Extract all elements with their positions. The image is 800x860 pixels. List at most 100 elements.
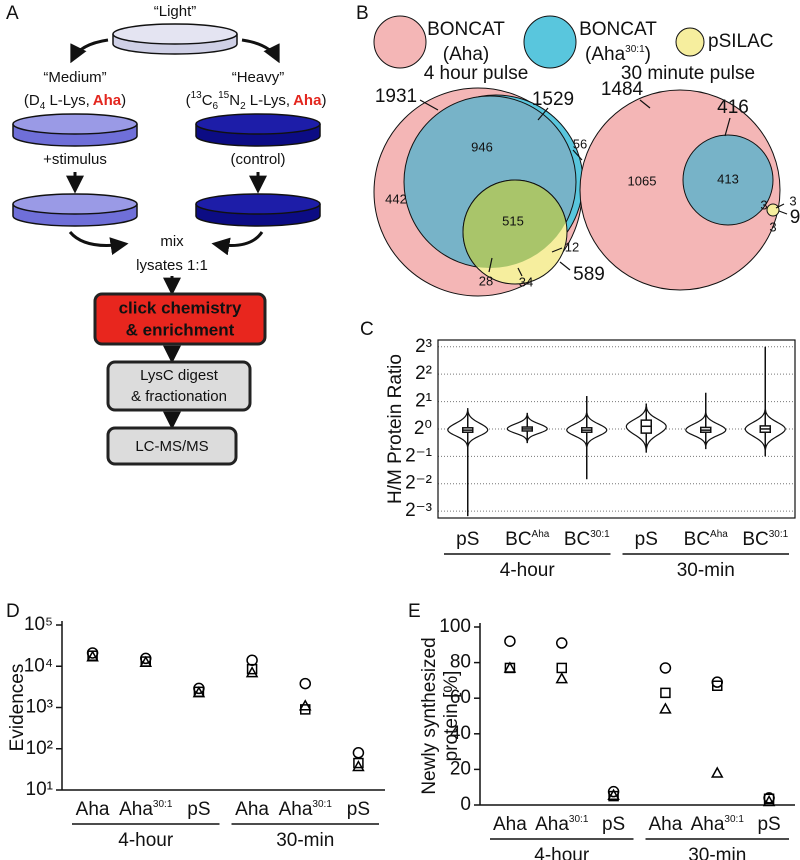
leader-line: [724, 117, 731, 137]
dish-top: [112, 23, 238, 45]
venn-count: 1065: [628, 173, 657, 188]
y-tick-label: 2¹: [415, 391, 432, 412]
category-name: pS: [347, 799, 370, 820]
panel-b: B BONCAT (Aha) BONCAT (Aha30:1) pSILAC 4…: [356, 3, 788, 297]
arrow: [70, 38, 109, 64]
step-box: [106, 360, 252, 412]
venn-count: 416: [717, 97, 749, 118]
plot-frame: [437, 339, 796, 519]
panel-label: C: [360, 319, 374, 340]
category-name: pS: [187, 799, 210, 820]
legend-swatch: [523, 15, 577, 69]
medium-sublabel: (D4 L-Lys, Aha): [24, 92, 126, 112]
category-name: pS: [456, 529, 479, 550]
category-name: pS: [602, 814, 625, 835]
legend-swatch: [373, 15, 427, 69]
marker-triangle: [659, 702, 672, 714]
marker-triangle: [86, 650, 99, 662]
marker-square: [712, 680, 723, 691]
heavy-dish-2: [195, 193, 321, 227]
x-tick-label: Aha: [76, 799, 110, 820]
venn-psilac: [766, 203, 780, 217]
step-box: [93, 292, 267, 346]
text-part: (D: [24, 92, 40, 109]
text-part: C: [202, 92, 213, 109]
category-name: BC: [742, 529, 768, 550]
venn-count: 3: [769, 219, 776, 234]
y-tick-label: 10³: [26, 697, 53, 718]
text-part: L-Lys,: [246, 92, 290, 109]
category-superscript: 30:1: [769, 529, 789, 540]
venn-count: 34: [519, 274, 533, 289]
y-tick-label: 10⁴: [24, 655, 53, 676]
category-superscript: Aha: [710, 529, 728, 540]
category-name: Aha: [649, 814, 683, 835]
arrow: [211, 231, 264, 256]
x-tick-label: pS: [347, 799, 370, 820]
subscript: 6: [213, 101, 219, 112]
category-superscript: 30:1: [312, 799, 332, 810]
venn-count: 3: [789, 193, 796, 208]
dish-top: [195, 193, 321, 215]
marker-circle: [352, 746, 365, 759]
group-label: 30-min: [276, 830, 334, 851]
category-superscript: 30:1: [724, 814, 744, 825]
group-label: 30-min: [688, 845, 746, 860]
y-tick-label: 20: [450, 758, 471, 779]
heavy-step: (control): [230, 151, 285, 168]
leader-line: [778, 210, 788, 215]
text-part: ): [321, 92, 326, 109]
leader-line: [488, 257, 493, 273]
leader-line: [572, 149, 583, 161]
marker-triangle: [762, 794, 776, 807]
leader-line: [419, 99, 439, 111]
panel-label: B: [356, 3, 369, 24]
medium-dish: [12, 113, 138, 147]
subscript: 4: [40, 101, 46, 112]
marker-triangle: [607, 788, 620, 800]
marker-triangle: [352, 760, 365, 772]
heavy-label: “Heavy”: [232, 69, 285, 86]
light-label: “Light”: [154, 3, 197, 20]
venn-overlap: [682, 134, 774, 226]
group-label: 30-min: [677, 560, 735, 581]
step-label: & enrichment: [126, 320, 235, 339]
category-name: BC: [505, 529, 531, 550]
dish-top: [195, 113, 321, 135]
y-axis-label: protein [%]: [441, 671, 462, 762]
venn-title: 4 hour pulse: [424, 63, 529, 84]
aha-highlight: Aha: [293, 92, 322, 109]
subscript: 2: [240, 101, 246, 112]
mix-label: mix: [160, 233, 184, 250]
y-tick-label: 80: [450, 652, 471, 673]
legend-label: BONCAT: [579, 19, 657, 40]
leader-lines: [419, 99, 788, 277]
x-tick-label: pS: [757, 814, 780, 835]
y-tick-label: 2⁰: [414, 418, 432, 439]
legend-label: (Aha30:1): [585, 44, 651, 65]
venn-count: 413: [717, 171, 739, 186]
marker-triangle: [710, 766, 724, 778]
text-part: (: [186, 92, 191, 109]
marker-circle: [299, 677, 311, 690]
venn-count: 515: [502, 213, 524, 228]
y-tick-label: 0: [460, 794, 471, 815]
legend-label: BONCAT: [427, 19, 505, 40]
marker-square: [246, 663, 258, 675]
superscript: 15: [218, 90, 230, 101]
x-tick-label: pS: [602, 814, 625, 835]
leader-line: [551, 247, 563, 253]
leader-line: [775, 203, 785, 209]
text-part: L-Lys,: [45, 92, 89, 109]
venn-count: 1529: [532, 89, 574, 110]
superscript: 30:1: [625, 44, 645, 55]
mix-label: lysates 1:1: [136, 257, 208, 274]
y-tick-label: 10⁵: [24, 614, 53, 635]
x-tick-label: BCAha: [505, 529, 550, 550]
marker-square: [353, 757, 364, 769]
y-tick-label: 40: [450, 723, 471, 744]
y-tick-label: 2²: [415, 363, 432, 384]
marker-triangle: [245, 666, 259, 678]
marker-square: [763, 793, 775, 805]
